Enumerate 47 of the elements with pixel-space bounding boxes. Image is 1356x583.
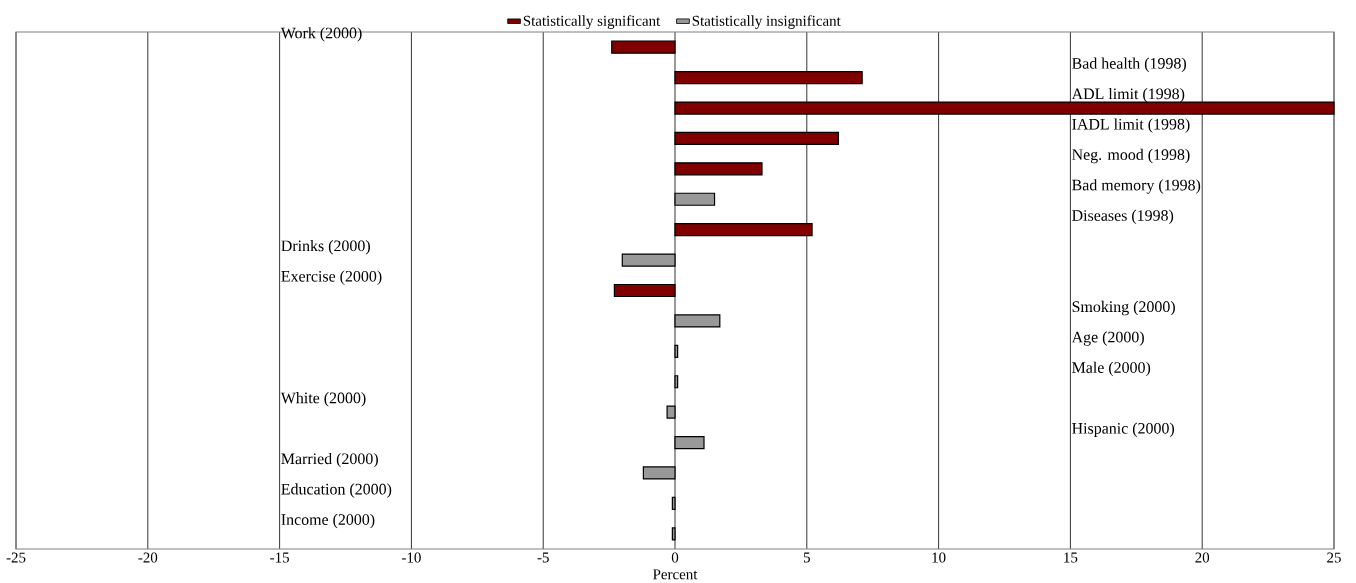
y-tick-label: ADL limit (1998) [1071, 88, 1185, 103]
bar [642, 466, 676, 480]
y-tick-label: Age (2000) [1071, 331, 1144, 346]
bar [666, 405, 676, 419]
bar [674, 162, 763, 176]
x-tick-label: 20 [1195, 552, 1210, 563]
y-tick-label: Bad health (1998) [1072, 57, 1186, 73]
bar [674, 132, 840, 146]
bar [674, 314, 721, 328]
bar [674, 436, 705, 450]
bar [674, 71, 863, 85]
y-tick-label: Male (2000) [1072, 361, 1151, 377]
bar [674, 223, 813, 237]
y-tick-label: Diseases (1998) [1072, 209, 1174, 225]
y-tick-label: IADL limit (1998) [1072, 118, 1190, 133]
y-tick-label: Hispanic (2000) [1072, 422, 1175, 438]
x-tick-label: 5 [803, 552, 810, 563]
y-tick-label: Drinks (2000) [281, 240, 370, 255]
legend-label: Statistically significant [523, 15, 661, 30]
x-tick-label: -15 [270, 552, 289, 563]
x-tick-label: -20 [138, 552, 158, 563]
y-tick-label: Education (2000) [281, 483, 392, 498]
y-tick-label: Bad memory (1998) [1072, 179, 1201, 194]
y-tick-label: Work (2000) [280, 27, 362, 42]
bar [613, 284, 676, 298]
y-tick-label: White (2000) [280, 392, 366, 407]
y-tick-label: Exercise (2000) [281, 270, 382, 286]
bar [671, 527, 676, 541]
bar [671, 496, 676, 511]
x-tick-label: 25 [1327, 552, 1341, 563]
x-tick-label: 0 [671, 552, 679, 563]
bar [621, 253, 676, 267]
x-tick-label: 15 [1064, 552, 1078, 563]
x-axis-title: Percent [653, 569, 698, 580]
x-tick-label: 10 [932, 552, 946, 563]
y-tick-label: Income (2000) [281, 513, 375, 529]
y-tick-label: Married (2000) [281, 453, 378, 468]
y-tick-label: Smoking (2000) [1072, 301, 1175, 316]
y-tick-label: Neg. mood (1998) [1072, 148, 1190, 164]
bar [674, 192, 716, 207]
legend-label: Statistically insignificant [692, 15, 841, 30]
x-tick-label: -5 [537, 552, 549, 563]
x-tick-label: -25 [6, 552, 26, 563]
x-tick-label: -10 [402, 552, 421, 563]
bar [611, 40, 676, 54]
bar [674, 375, 679, 389]
bar [674, 344, 679, 359]
